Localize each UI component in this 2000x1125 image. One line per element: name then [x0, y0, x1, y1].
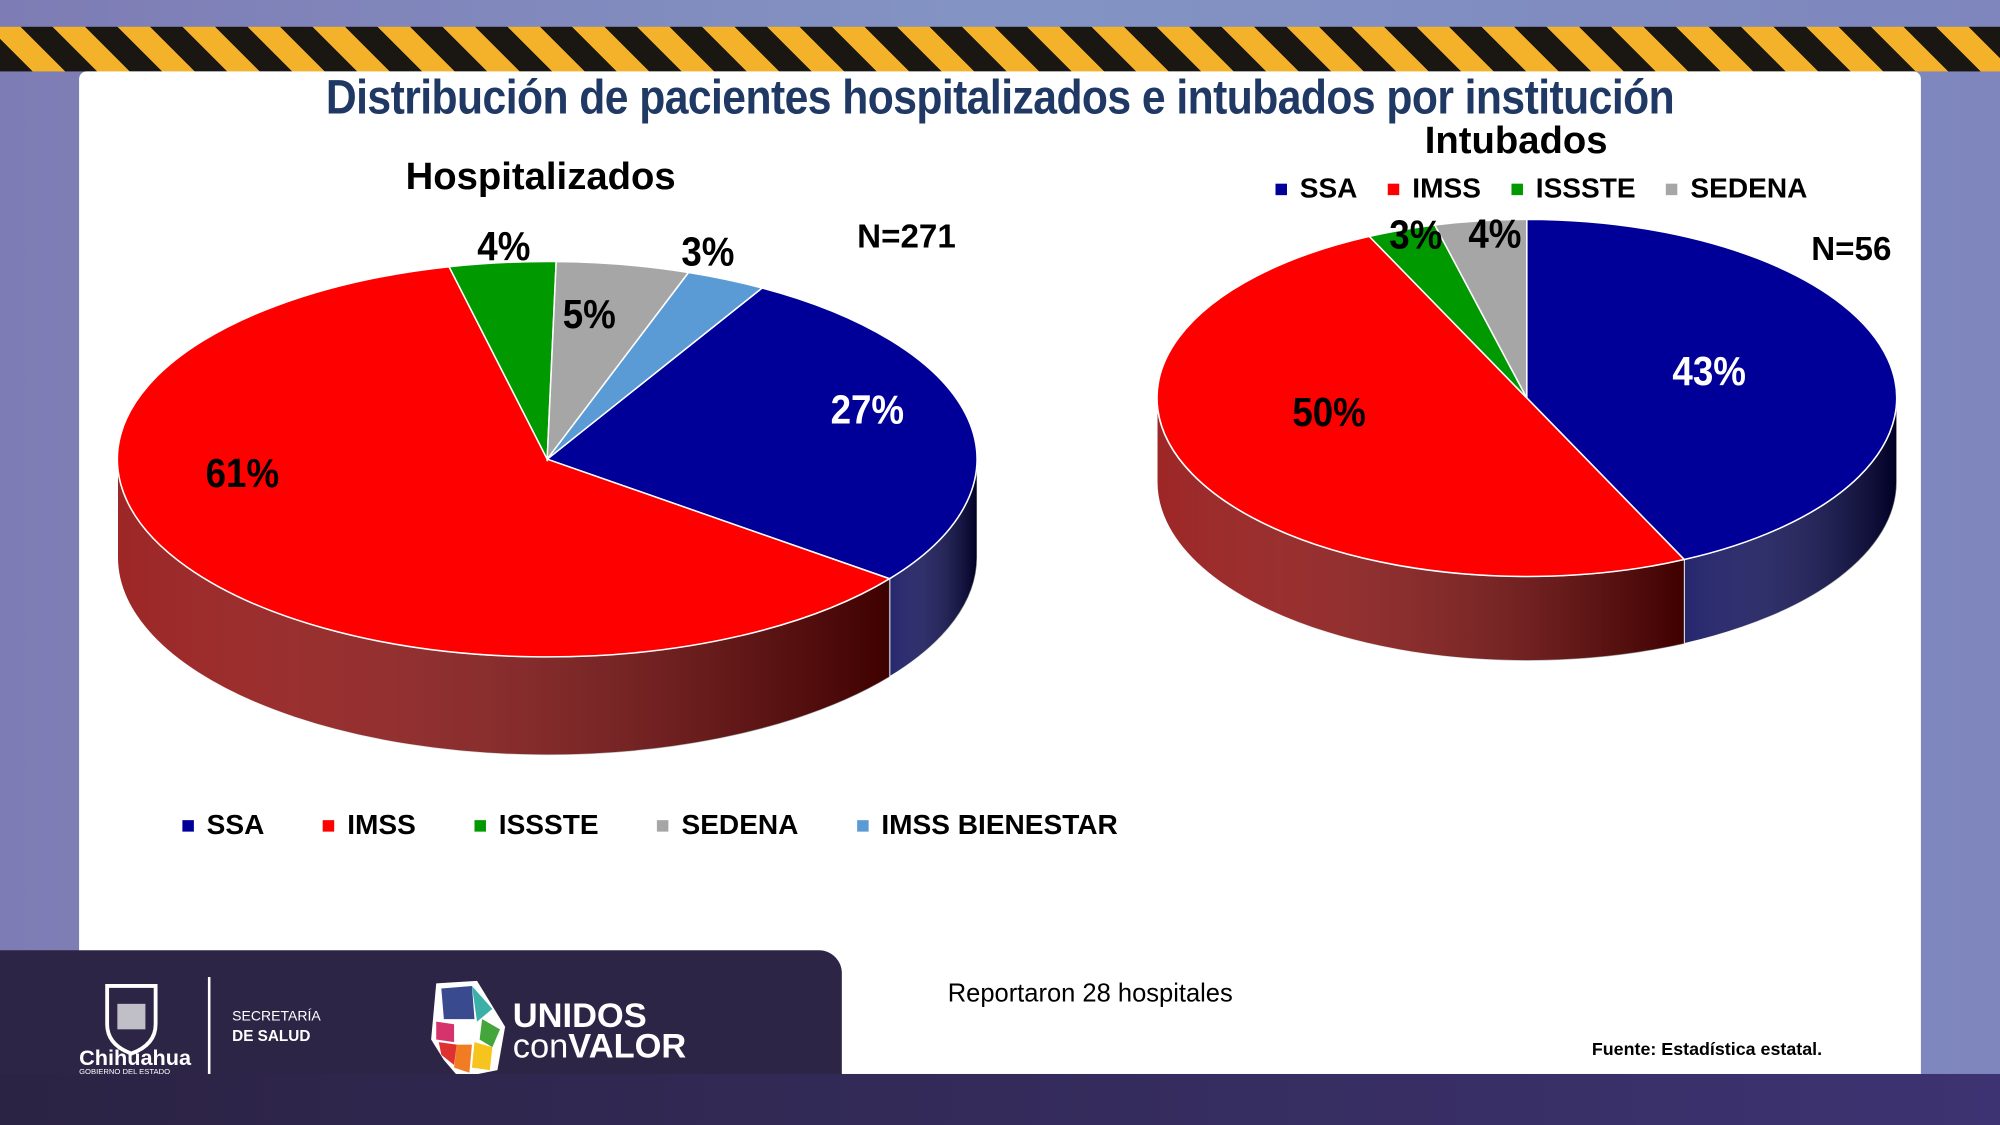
legend-swatch: [1511, 183, 1524, 195]
campaign-valor: VALOR: [568, 1026, 687, 1066]
caution-stripe-banner: [0, 26, 2000, 72]
hospital-count-note: Reportaron 28 hospitales: [947, 979, 1233, 1008]
legend-swatch: [182, 819, 194, 831]
pie-slice-sedena: [1433, 218, 1528, 399]
legend-item: SSA: [182, 809, 264, 842]
pie-slice-imss: [116, 265, 892, 658]
legend-label: IMSS BIENESTAR: [881, 808, 1118, 841]
legend-swatch: [1275, 183, 1287, 195]
legend-label: ISSSTE: [1535, 172, 1636, 205]
legend-item: SEDENA: [657, 809, 798, 842]
pie-slice-side-shading: [1684, 397, 1897, 644]
chart-title-hospitalizados: Hospitalizados: [405, 155, 676, 198]
legend-swatch: [1666, 183, 1678, 195]
legend-item: ISSSTE: [1511, 172, 1636, 205]
pie-slice-side-shading: [117, 459, 890, 756]
legend-swatch: [1388, 183, 1400, 195]
legend-intubados: SSA IMSS ISSSTE SEDENA: [1275, 172, 1838, 205]
coat-of-arms-icon: [105, 984, 158, 1056]
dept-line2: DE SALUD: [232, 1026, 311, 1045]
legend-label: IMSS: [1412, 172, 1481, 205]
pie-slice-imss: [1156, 235, 1686, 578]
legend-swatch: [857, 819, 869, 831]
pie-slice-imss-bienestar: [546, 271, 764, 460]
pie-slice-ssa: [1526, 218, 1898, 561]
legend-label: ISSSTE: [498, 808, 599, 841]
data-label: 3%: [1389, 213, 1442, 258]
n-intubados: N=56: [1811, 229, 1892, 268]
n-hospitalizados: N=271: [857, 216, 956, 256]
data-label: 43%: [1672, 349, 1745, 394]
legend-label: IMSS: [347, 808, 416, 841]
pie-slice-side-shading: [1156, 397, 1685, 661]
chart-title-intubados: Intubados: [1424, 119, 1608, 162]
legend-swatch: [474, 819, 487, 831]
gov-sub: GOBIERNO DEL ESTADO: [79, 1068, 171, 1077]
legend-item: ISSSTE: [474, 808, 599, 842]
pie-slice-ssa: [545, 287, 978, 580]
source-note: Fuente: Estadística estatal.: [1591, 1038, 1823, 1059]
legend-item: IMSS: [1388, 172, 1481, 205]
divider: [207, 977, 211, 1080]
data-label: 50%: [1292, 390, 1365, 435]
legend-swatch: [657, 819, 669, 831]
legend-label: SEDENA: [681, 808, 799, 841]
legend-hospitalizados: SSA IMSS ISSSTE SEDENA IMSS BIENESTAR: [182, 809, 1176, 842]
campaign-line1: UNIDOS: [512, 996, 647, 1035]
legend-label: SEDENA: [1690, 172, 1808, 205]
data-label: 4%: [477, 224, 530, 269]
page-title: Distribución de pacientes hospitalizados…: [325, 71, 1675, 125]
legend-label: SSA: [1299, 172, 1358, 205]
pie-slice-side-shading: [889, 459, 978, 677]
gov-name: Chihuahua: [79, 1045, 192, 1071]
data-label: 5%: [563, 292, 616, 337]
legend-item: SSA: [1275, 172, 1358, 205]
legend-item: IMSS BIENESTAR: [857, 809, 1118, 842]
dept-line1: SECRETARÍA: [232, 1008, 321, 1025]
campaign-con: con: [512, 1026, 569, 1066]
legend-item: IMSS: [323, 809, 416, 842]
data-label: 3%: [681, 230, 734, 275]
legend-label: SSA: [206, 808, 265, 841]
data-label: 61%: [206, 452, 279, 497]
legend-swatch: [323, 819, 335, 831]
chihuahua-map-logo-icon: [431, 980, 506, 1078]
data-label: 4%: [1468, 212, 1521, 257]
legend-item: SEDENA: [1666, 172, 1807, 205]
bottom-band: [0, 1073, 2000, 1125]
data-label: 27%: [831, 388, 904, 433]
campaign-line2: conVALOR: [513, 1027, 687, 1067]
